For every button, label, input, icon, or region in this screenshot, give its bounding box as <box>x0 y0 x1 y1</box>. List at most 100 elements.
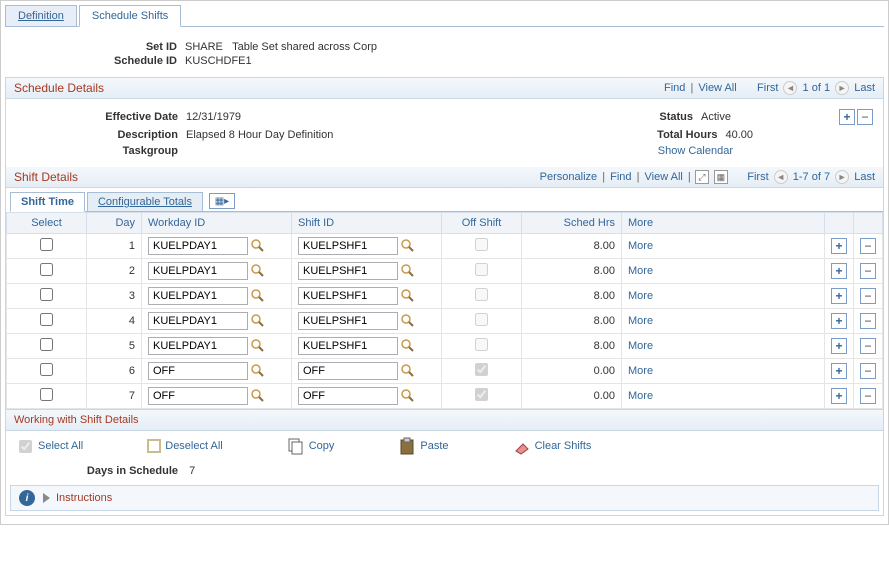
col-shift-id[interactable]: Shift ID <box>292 213 442 234</box>
view-all-link[interactable]: View All <box>698 82 736 94</box>
lookup-icon[interactable] <box>400 263 416 279</box>
row-select-checkbox[interactable] <box>40 288 53 301</box>
row-add-button[interactable]: + <box>831 288 847 304</box>
lookup-icon[interactable] <box>250 338 266 354</box>
row-add-button[interactable]: + <box>831 363 847 379</box>
off-shift-checkbox[interactable] <box>475 238 488 251</box>
tab-configurable-totals[interactable]: Configurable Totals <box>87 192 203 211</box>
shift-id-input[interactable] <box>298 312 398 330</box>
lookup-icon[interactable] <box>250 238 266 254</box>
col-off-shift[interactable]: Off Shift <box>442 213 522 234</box>
shift-find-link[interactable]: Find <box>610 171 631 183</box>
zoom-icon[interactable]: ⤢ <box>695 170 709 184</box>
lookup-icon[interactable] <box>400 288 416 304</box>
lookup-icon[interactable] <box>400 238 416 254</box>
row-remove-button[interactable]: − <box>860 388 876 404</box>
more-link[interactable]: More <box>628 315 653 327</box>
row-add-button[interactable]: + <box>831 263 847 279</box>
workday-id-input[interactable] <box>148 262 248 280</box>
more-link[interactable]: More <box>628 265 653 277</box>
tab-schedule-shifts[interactable]: Schedule Shifts <box>79 5 181 27</box>
personalize-link[interactable]: Personalize <box>540 171 597 183</box>
workday-id-input[interactable] <box>148 237 248 255</box>
workday-id-input[interactable] <box>148 337 248 355</box>
off-shift-checkbox[interactable] <box>475 313 488 326</box>
workday-id-input[interactable] <box>148 312 248 330</box>
remove-row-button[interactable]: − <box>857 109 873 125</box>
row-remove-button[interactable]: − <box>860 263 876 279</box>
row-remove-button[interactable]: − <box>860 238 876 254</box>
description-value: Elapsed 8 Hour Day Definition <box>186 129 333 141</box>
nav-first[interactable]: First <box>757 82 778 94</box>
add-row-button[interactable]: + <box>839 109 855 125</box>
shift-nav-last[interactable]: Last <box>854 171 875 183</box>
lookup-icon[interactable] <box>250 313 266 329</box>
row-select-checkbox[interactable] <box>40 363 53 376</box>
shift-id-input[interactable] <box>298 387 398 405</box>
lookup-icon[interactable] <box>400 338 416 354</box>
lookup-icon[interactable] <box>400 313 416 329</box>
workday-id-input[interactable] <box>148 362 248 380</box>
shift-id-input[interactable] <box>298 262 398 280</box>
deselect-all-action[interactable]: Deselect All <box>147 439 222 453</box>
row-select-checkbox[interactable] <box>40 313 53 326</box>
tab-shift-time[interactable]: Shift Time <box>10 192 85 212</box>
shift-nav-next-icon[interactable]: ► <box>835 170 849 184</box>
off-shift-checkbox[interactable] <box>475 263 488 276</box>
off-shift-checkbox[interactable] <box>475 288 488 301</box>
tab-definition[interactable]: Definition <box>5 5 77 26</box>
col-workday-id[interactable]: Workday ID <box>142 213 292 234</box>
row-select-checkbox[interactable] <box>40 388 53 401</box>
row-remove-button[interactable]: − <box>860 313 876 329</box>
shift-id-input[interactable] <box>298 362 398 380</box>
shift-id-input[interactable] <box>298 337 398 355</box>
more-link[interactable]: More <box>628 390 653 402</box>
expand-tabs-icon[interactable]: ▦▸ <box>209 193 235 209</box>
row-select-checkbox[interactable] <box>40 263 53 276</box>
row-remove-button[interactable]: − <box>860 288 876 304</box>
clear-shifts-action[interactable]: Clear Shifts <box>513 437 592 455</box>
find-link[interactable]: Find <box>664 82 685 94</box>
lookup-icon[interactable] <box>250 288 266 304</box>
copy-action[interactable]: Copy <box>287 437 335 455</box>
more-link[interactable]: More <box>628 365 653 377</box>
workday-id-input[interactable] <box>148 387 248 405</box>
lookup-icon[interactable] <box>250 263 266 279</box>
lookup-icon[interactable] <box>250 388 266 404</box>
shift-nav-first[interactable]: First <box>747 171 768 183</box>
nav-next-icon[interactable]: ► <box>835 81 849 95</box>
more-link[interactable]: More <box>628 290 653 302</box>
grid-icon[interactable]: ▦ <box>714 170 728 184</box>
row-add-button[interactable]: + <box>831 313 847 329</box>
row-select-checkbox[interactable] <box>40 338 53 351</box>
col-select[interactable]: Select <box>7 213 87 234</box>
shift-id-input[interactable] <box>298 287 398 305</box>
row-add-button[interactable]: + <box>831 238 847 254</box>
lookup-icon[interactable] <box>400 388 416 404</box>
shift-id-input[interactable] <box>298 237 398 255</box>
shift-view-all-link[interactable]: View All <box>645 171 683 183</box>
off-shift-checkbox[interactable] <box>475 388 488 401</box>
row-select-checkbox[interactable] <box>40 238 53 251</box>
row-add-button[interactable]: + <box>831 388 847 404</box>
workday-id-input[interactable] <box>148 287 248 305</box>
col-day[interactable]: Day <box>87 213 142 234</box>
col-more[interactable]: More <box>622 213 825 234</box>
off-shift-checkbox[interactable] <box>475 338 488 351</box>
instructions-bar[interactable]: i Instructions <box>10 485 879 511</box>
col-sched-hrs[interactable]: Sched Hrs <box>522 213 622 234</box>
nav-last[interactable]: Last <box>854 82 875 94</box>
more-link[interactable]: More <box>628 240 653 252</box>
show-calendar-link[interactable]: Show Calendar <box>658 145 733 157</box>
more-link[interactable]: More <box>628 340 653 352</box>
paste-action[interactable]: Paste <box>398 437 448 455</box>
row-remove-button[interactable]: − <box>860 338 876 354</box>
select-all-action[interactable]: Select All <box>16 437 83 455</box>
row-add-button[interactable]: + <box>831 338 847 354</box>
row-remove-button[interactable]: − <box>860 363 876 379</box>
lookup-icon[interactable] <box>400 363 416 379</box>
shift-nav-prev-icon[interactable]: ◄ <box>774 170 788 184</box>
nav-prev-icon[interactable]: ◄ <box>783 81 797 95</box>
off-shift-checkbox[interactable] <box>475 363 488 376</box>
lookup-icon[interactable] <box>250 363 266 379</box>
